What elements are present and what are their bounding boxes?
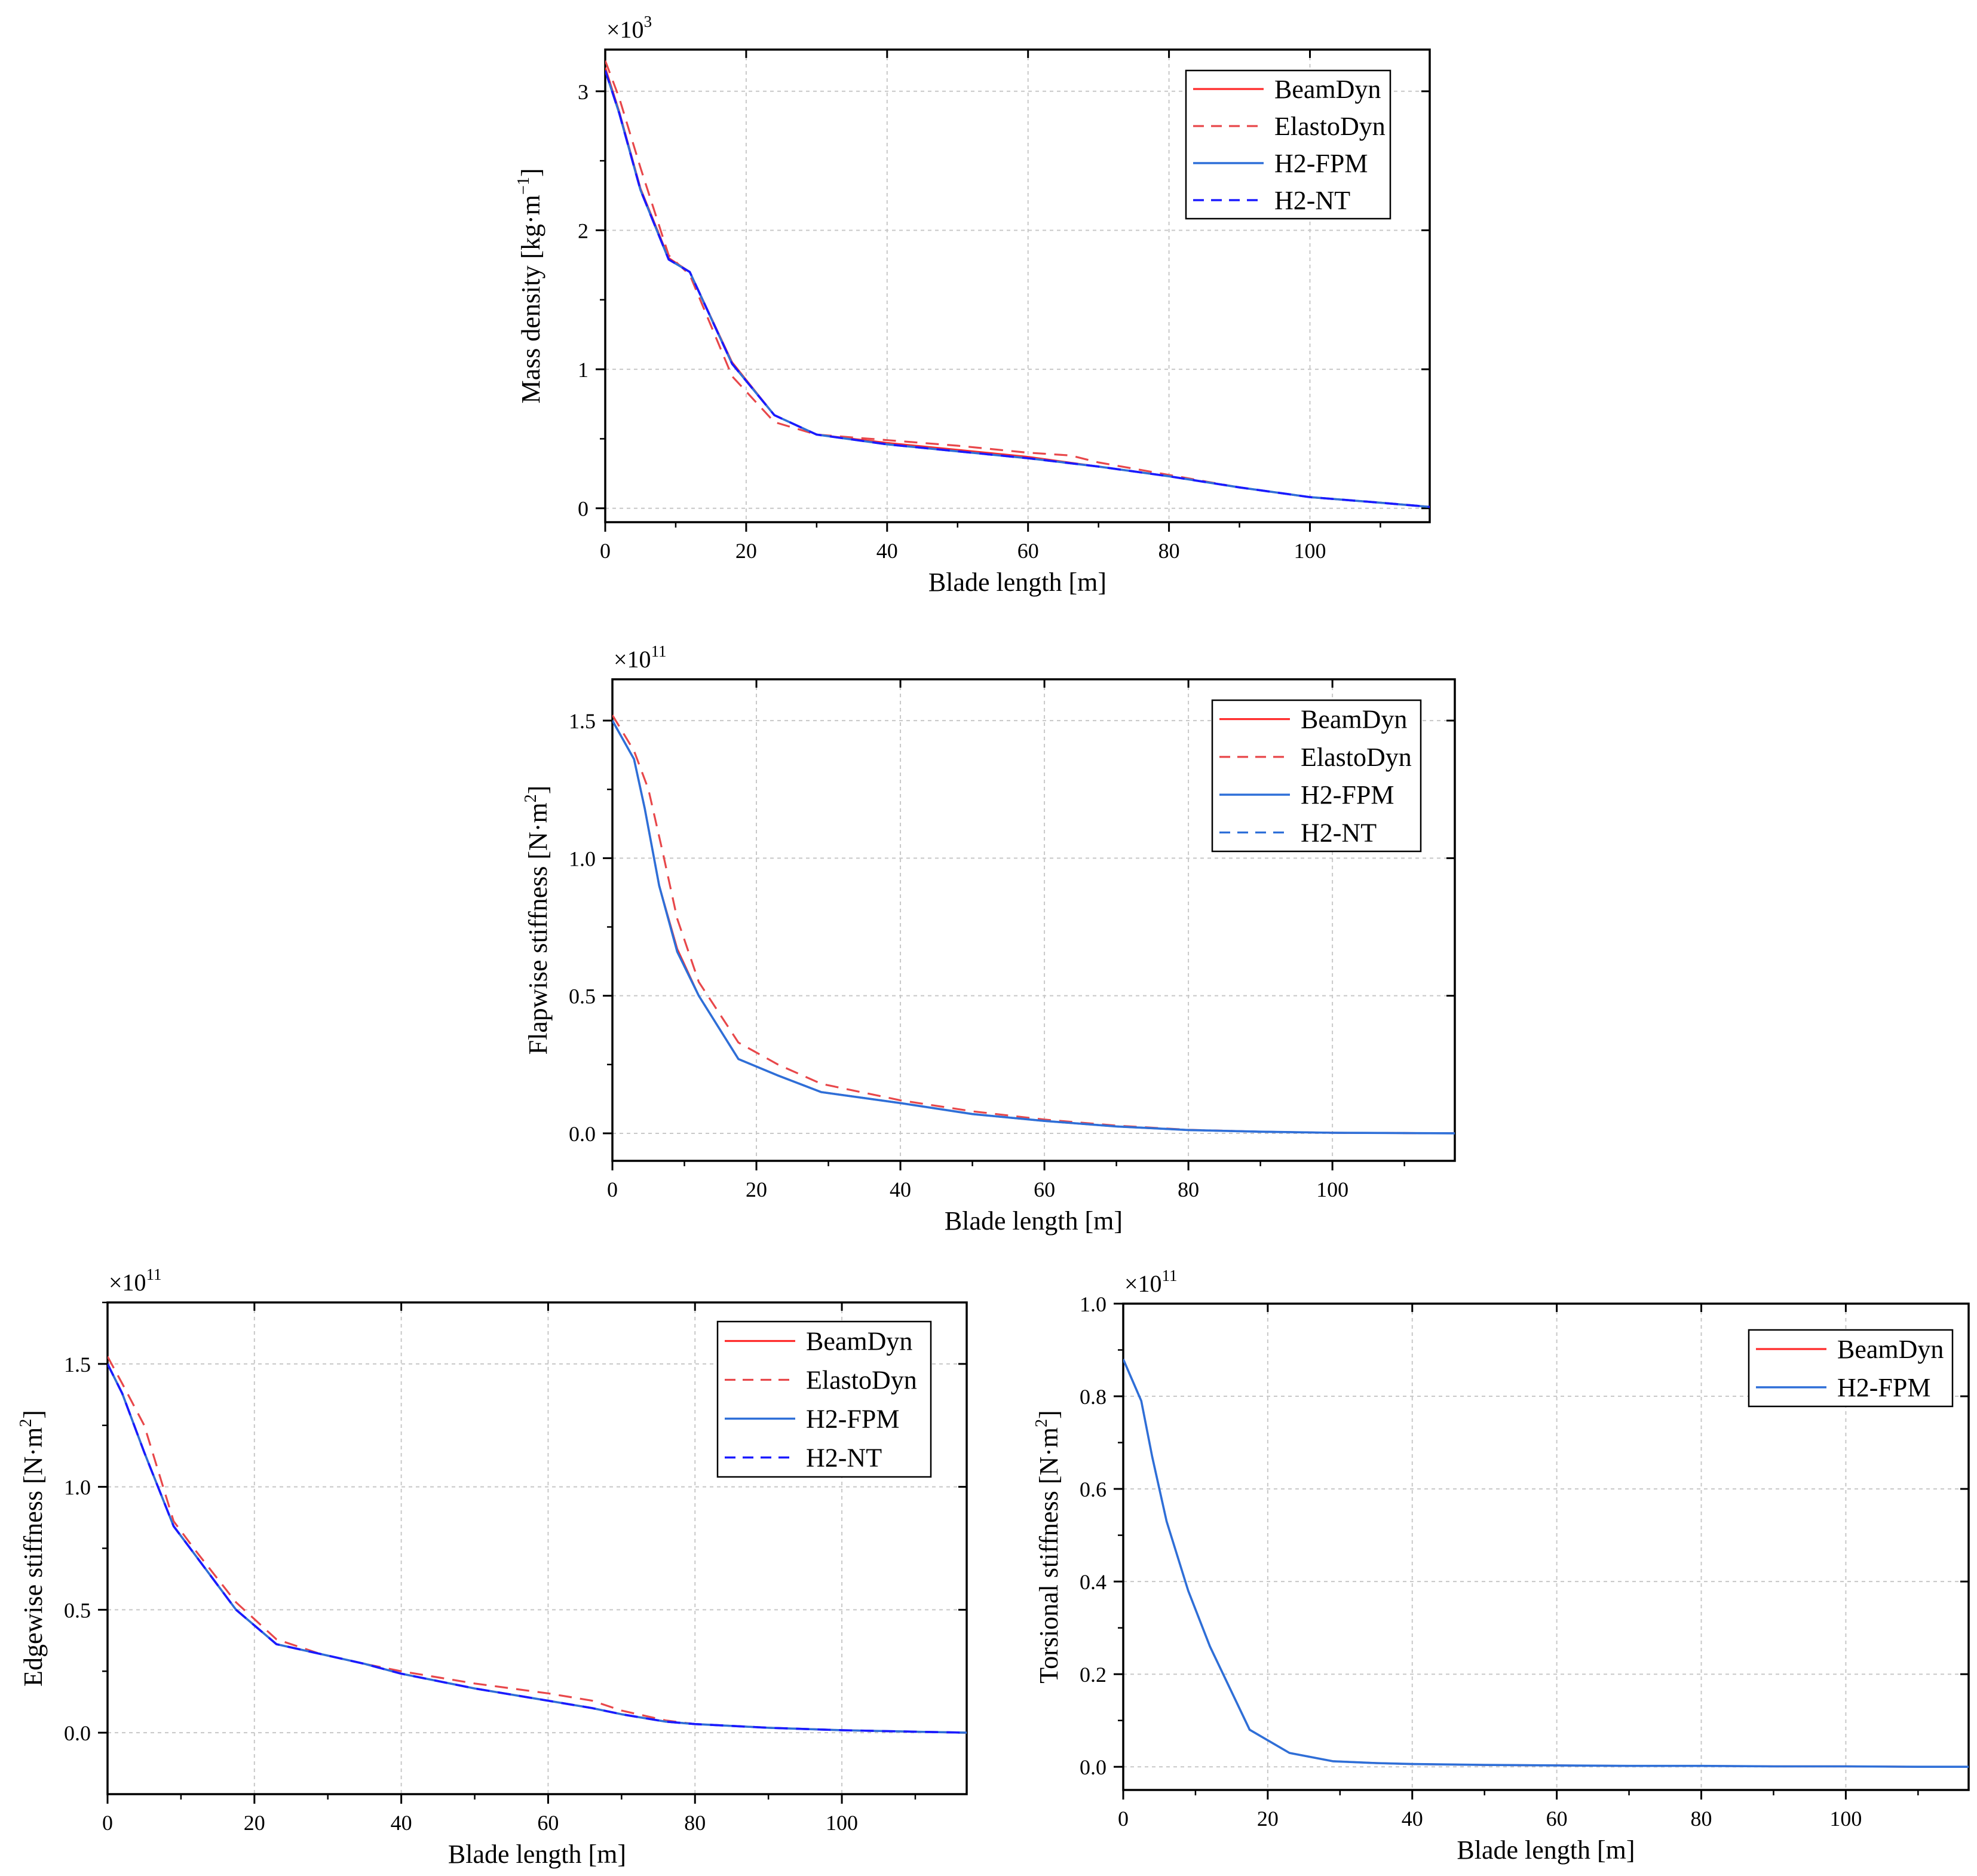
chart-flapwise-stiffness: 0 20 40 60 80 100 0.0 0.5 1.0 1.5 ×1011 Blade lengt… [522,642,1456,1236]
y-tick-label: 0.0 [64,1721,91,1745]
legend-label: ElastoDyn [1274,112,1386,141]
series-line-h2-nt [605,70,1430,508]
legend-box [1185,69,1391,220]
legend-label: H2-NT [1274,186,1350,215]
legend-label: H2-FPM [1301,780,1394,810]
series-lines [108,1356,967,1734]
legend-box [716,1320,932,1478]
chart-torsional-stiffness: 0 20 40 60 80 1000.00.20.40.60.81.0×1011Blade… [1032,1267,1970,1865]
legend: BeamDyn H2-FPM [1748,1329,1954,1408]
legend-box [1211,699,1422,853]
axes-frame [1122,1302,1970,1791]
x-tick-label: 0 [607,1178,618,1201]
y-tick-label: 0.4 [1080,1570,1106,1594]
x-tick-label: 0 [102,1811,113,1835]
y-tick-label: 0.5 [569,985,596,1008]
y-tick-label: 1.0 [569,847,596,870]
legend-label: BeamDyn [806,1327,912,1356]
legend-label: H2-FPM [806,1405,900,1434]
x-tick-label: 0 [1118,1807,1129,1831]
x-tick-label: 100 [1829,1807,1862,1831]
y-axis-title: Torsional stiffness [N·m2] [1032,1410,1063,1683]
legend-box [1748,1329,1954,1408]
x-axis-title: Blade length [m] [928,568,1106,597]
legend: BeamDyn ElastoDyn H2-FPM H2-NT [1185,69,1391,220]
x-tick-label: 60 [1017,539,1039,563]
axes-frame [604,48,1431,523]
x-tick-label: 20 [735,539,757,563]
y-axis-title: Edgewise stiffness [N·m2] [17,1410,48,1687]
legend-label: BeamDyn [1274,75,1381,104]
x-axis-title: Blade length [m] [945,1206,1123,1236]
legend-label: H2-FPM [1837,1373,1931,1402]
x-axis-title: Blade length [m] [448,1840,626,1869]
legend-label: H2-FPM [1274,149,1368,178]
x-tick-label: 20 [746,1178,767,1201]
legend: BeamDyn ElastoDyn H2-FPM H2-NT [1211,699,1422,853]
legend-label: H2-NT [1301,818,1377,847]
x-tick-label: 60 [1034,1178,1055,1201]
x-tick-label: 80 [1691,1807,1712,1831]
legend-label: BeamDyn [1301,705,1407,734]
y-tick-label: 0.5 [64,1598,91,1622]
x-tick-label: 100 [1316,1178,1348,1201]
series-line-h2-nt [108,1363,967,1734]
y-tick-label: 0.0 [1080,1755,1106,1779]
x-tick-label: 60 [537,1811,559,1835]
y-tick-label: 0.0 [569,1122,596,1146]
y-multiplier-exponent: 11 [651,642,667,660]
legend-label: H2-NT [806,1443,882,1473]
x-tick-label: 40 [391,1811,412,1835]
x-tick-label: 40 [876,539,898,563]
y-tick-label: 1.5 [569,709,596,733]
legend-label: ElastoDyn [806,1366,917,1395]
y-tick-label: 2 [578,219,588,243]
x-tick-label: 20 [1257,1807,1279,1831]
series-lines [612,715,1455,1135]
y-tick-label: 1.0 [64,1476,91,1500]
x-tick-label: 40 [890,1178,911,1201]
y-tick-label: 1.5 [64,1353,91,1377]
x-tick-label: 100 [1294,539,1326,563]
axes-frame [611,678,1456,1162]
grid-lines [605,50,1430,522]
series-lines [605,60,1430,508]
series-line-elastodyn [612,715,1455,1135]
legend: BeamDyn ElastoDyn H2-FPM H2-NT [716,1320,932,1478]
x-tick-label: 0 [600,539,611,563]
y-multiplier-exponent: 3 [644,13,652,30]
y-multiplier-label: ×1011 [614,642,667,673]
legend-label: ElastoDyn [1301,743,1412,772]
y-multiplier-exponent: 11 [146,1265,162,1283]
y-tick-label: 0.8 [1080,1385,1106,1409]
y-tick-label: 0 [578,497,588,521]
series-line-h2-fpm [1123,1359,1969,1768]
x-tick-label: 100 [826,1811,858,1835]
x-tick-label: 20 [244,1811,265,1835]
legend-label: BeamDyn [1837,1335,1944,1364]
x-tick-label: 40 [1402,1807,1423,1831]
y-tick-label: 0.2 [1080,1663,1106,1687]
y-tick-label: 1 [578,358,588,382]
y-axis-title: Mass density [kg·m−1] [514,168,545,404]
x-tick-label: 80 [1178,1178,1199,1201]
y-tick-label: 3 [578,80,588,104]
y-axis-title: Flapwise stiffness [N·m2] [522,786,553,1055]
y-tick-label: 0.6 [1080,1477,1106,1501]
x-tick-label: 60 [1546,1807,1568,1831]
series-line-h2-nt [612,720,1455,1135]
y-multiplier-exponent: 11 [1162,1267,1178,1285]
x-tick-label: 80 [684,1811,706,1835]
x-axis-title: Blade length [m] [1457,1835,1635,1865]
series-lines [1123,1359,1969,1768]
y-tick-label: 1.0 [1080,1292,1106,1316]
x-tick-label: 80 [1158,539,1180,563]
